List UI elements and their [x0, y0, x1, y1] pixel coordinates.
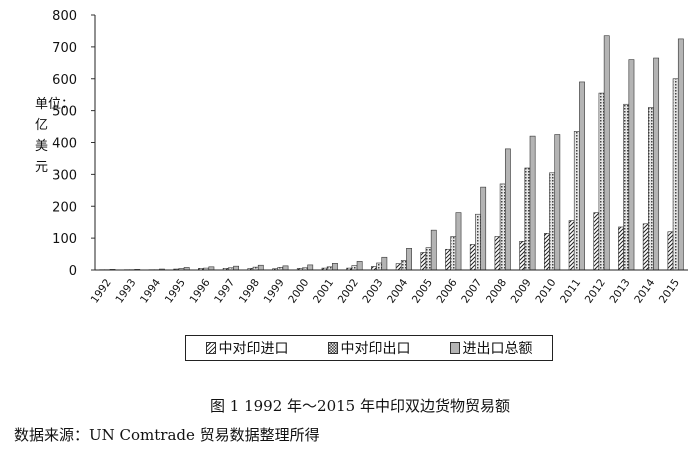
bar-import	[445, 248, 451, 271]
figure-caption: 图 1 1992 年～2015 年中印双边货物贸易额	[210, 397, 510, 415]
bar-total	[282, 265, 289, 271]
x-tick-label: 2004	[385, 277, 410, 306]
y-tick-label: 200	[52, 200, 77, 215]
y-tick-label: 800	[52, 9, 77, 24]
bar-export	[524, 167, 531, 271]
x-tick-label: 1997	[212, 277, 237, 306]
bar-export	[499, 183, 506, 271]
bar-export	[623, 103, 630, 271]
y-tick-label: 400	[52, 137, 77, 152]
bar-total	[480, 186, 487, 271]
bar-export	[573, 131, 580, 271]
x-tick-label: 1996	[187, 277, 212, 306]
bar-export	[672, 78, 679, 271]
legend: 中对印进口 中对印出口 进出口总额	[185, 335, 553, 361]
x-tick-label: 2015	[657, 277, 682, 306]
bar-total	[381, 256, 388, 271]
bar-total	[653, 57, 660, 271]
bar-import	[371, 266, 377, 271]
y-axis-ticks: 0 100 200 300 400 500 600 700 800	[52, 9, 95, 279]
bar-import	[618, 226, 624, 271]
bar-export	[351, 265, 358, 271]
bar-import	[469, 244, 476, 271]
bar-total	[579, 81, 585, 271]
bar-import	[593, 212, 600, 271]
y-tick-label: 0	[69, 264, 77, 279]
x-tick-label: 1994	[138, 277, 163, 306]
x-tick-label: 2013	[608, 277, 633, 306]
bar-total	[529, 135, 536, 271]
bar-import	[544, 233, 550, 271]
bar-export	[549, 172, 556, 271]
bar-export	[376, 262, 383, 271]
bar-total	[603, 35, 610, 271]
y-tick-label: 100	[52, 232, 77, 247]
bar-total	[307, 264, 314, 271]
x-tick-label: 2011	[558, 277, 583, 306]
x-tick-label: 2003	[360, 277, 385, 306]
data-source-note: 数据来源：UN Comtrade 贸易数据整理所得	[14, 426, 320, 444]
bars	[99, 35, 684, 271]
y-axis-label: 单位：亿美元	[35, 97, 74, 175]
bar-total	[677, 38, 684, 271]
axes	[94, 15, 688, 271]
bar-import	[667, 231, 674, 271]
legend-swatch-total	[449, 342, 460, 354]
legend-item-export: 中对印出口	[327, 338, 411, 358]
bar-export	[425, 247, 432, 271]
legend-item-import: 中对印进口	[205, 338, 289, 358]
x-tick-label: 2005	[410, 277, 435, 306]
legend-label-export: 中对印出口	[340, 341, 411, 357]
bar-total	[554, 134, 561, 271]
x-tick-label: 2006	[435, 277, 460, 306]
x-tick-label: 1995	[163, 277, 188, 306]
x-tick-label: 2001	[311, 277, 336, 306]
bar-import	[395, 263, 402, 271]
x-tick-label: 2012	[583, 277, 608, 306]
x-tick-label: 2010	[533, 277, 558, 306]
bar-total	[332, 263, 338, 271]
legend-swatch-export	[327, 342, 338, 354]
bar-import	[568, 220, 575, 271]
x-tick-label: 2008	[484, 277, 509, 306]
bar-import	[420, 252, 427, 271]
bar-export	[400, 260, 407, 271]
y-tick-label: 500	[52, 105, 77, 120]
bar-export	[598, 92, 605, 271]
x-tick-label: 1993	[113, 277, 138, 306]
legend-label-total: 进出口总额	[462, 341, 533, 357]
x-tick-label: 2014	[632, 277, 657, 306]
legend-swatch-import	[205, 342, 216, 354]
y-tick-label: 300	[52, 168, 77, 183]
y-tick-label: 600	[52, 73, 77, 88]
bar-total	[233, 265, 239, 271]
y-tick-label: 700	[52, 41, 77, 56]
bar-total	[455, 212, 462, 271]
bar-total	[430, 229, 437, 271]
bar-total	[356, 261, 363, 271]
legend-item-total: 进出口总额	[449, 338, 533, 358]
bar-total	[257, 264, 264, 271]
x-axis-labels: 1992 1993 1994 1995 1996 1997 1998 1999 2000 2001…	[89, 277, 682, 306]
x-tick-label: 1998	[237, 277, 262, 306]
bar-total	[504, 148, 511, 271]
x-tick-label: 2002	[336, 277, 361, 306]
bar-export	[450, 236, 457, 271]
legend-label-import: 中对印进口	[218, 341, 289, 357]
y-axis-title: 单位：亿美元	[35, 97, 74, 175]
bar-import	[642, 223, 649, 271]
bar-total	[628, 59, 635, 271]
x-tick-label: 2000	[286, 277, 311, 306]
bar-import	[519, 241, 526, 271]
x-tick-label: 1999	[262, 277, 287, 306]
x-tick-label: 1992	[89, 277, 114, 306]
bar-total	[406, 248, 412, 271]
bar-export	[648, 107, 654, 271]
bar-import	[494, 236, 501, 271]
bar-export	[475, 213, 481, 271]
x-tick-label: 2007	[459, 277, 484, 306]
x-tick-label: 2009	[509, 277, 534, 306]
